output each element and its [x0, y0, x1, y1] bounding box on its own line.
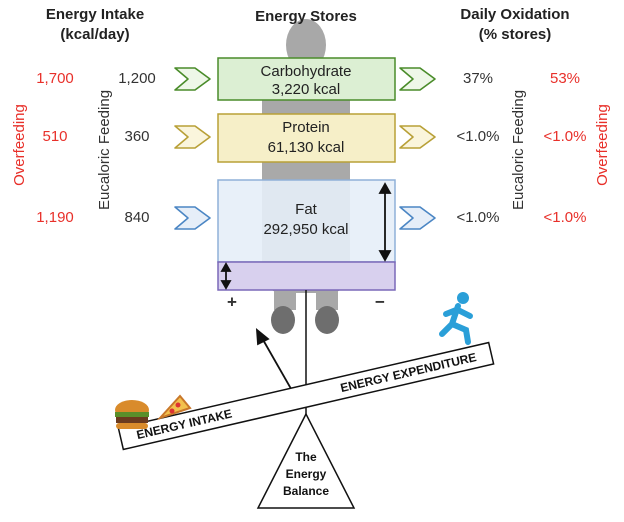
header-unit: (kcal/day)	[60, 26, 129, 43]
fat-change-box	[217, 261, 396, 291]
oxidation-overfeeding: <1.0%	[544, 128, 587, 145]
header-title: Energy Stores	[255, 8, 357, 25]
oxidation-eucaloric: <1.0%	[457, 209, 500, 226]
header-unit: (% stores)	[479, 26, 552, 43]
intake-eucaloric: 840	[124, 209, 149, 226]
intake-eucaloric: 360	[124, 128, 149, 145]
store-amount: 292,950 kcal	[263, 221, 348, 238]
store-amount: 61,130 kcal	[268, 139, 345, 156]
store-name: Carbohydrate	[261, 63, 352, 80]
fulcrum-label: Energy	[286, 467, 327, 481]
intake-overfeeding: 1,700	[36, 70, 74, 87]
intake-eucaloric: 1,200	[118, 70, 156, 87]
pizza-icon	[156, 394, 192, 421]
oxidation-overfeeding: 53%	[550, 70, 580, 87]
side-label: Eucaloric Feeding	[510, 90, 527, 210]
side-label: Eucaloric Feeding	[96, 90, 113, 210]
chevrons	[174, 67, 436, 230]
oxidation-eucaloric: 37%	[463, 70, 493, 87]
double-arrows	[220, 182, 392, 290]
side-label: Overfeeding	[11, 104, 28, 186]
fulcrum	[256, 412, 356, 509]
intake-overfeeding: 510	[42, 128, 67, 145]
header-title: Energy Intake	[46, 6, 144, 23]
side-label: Overfeeding	[594, 104, 611, 186]
board	[117, 341, 495, 451]
store-amount: 3,220 kcal	[272, 81, 340, 98]
carbohydrate-box	[217, 57, 396, 101]
runner-icon	[439, 292, 473, 345]
minus-sign: −	[375, 292, 385, 311]
oxidation-eucaloric: <1.0%	[457, 128, 500, 145]
intake-overfeeding: 1,190	[36, 209, 74, 226]
oxidation-overfeeding: <1.0%	[544, 209, 587, 226]
fulcrum-label: Balance	[283, 484, 329, 498]
protein-box	[217, 113, 396, 163]
store-name: Fat	[295, 201, 318, 218]
header-title: Daily Oxidation	[460, 6, 569, 23]
plus-sign: +	[227, 292, 237, 311]
burger-icon	[115, 400, 149, 429]
store-name: Protein	[282, 119, 330, 136]
fulcrum-label: The	[295, 450, 317, 464]
